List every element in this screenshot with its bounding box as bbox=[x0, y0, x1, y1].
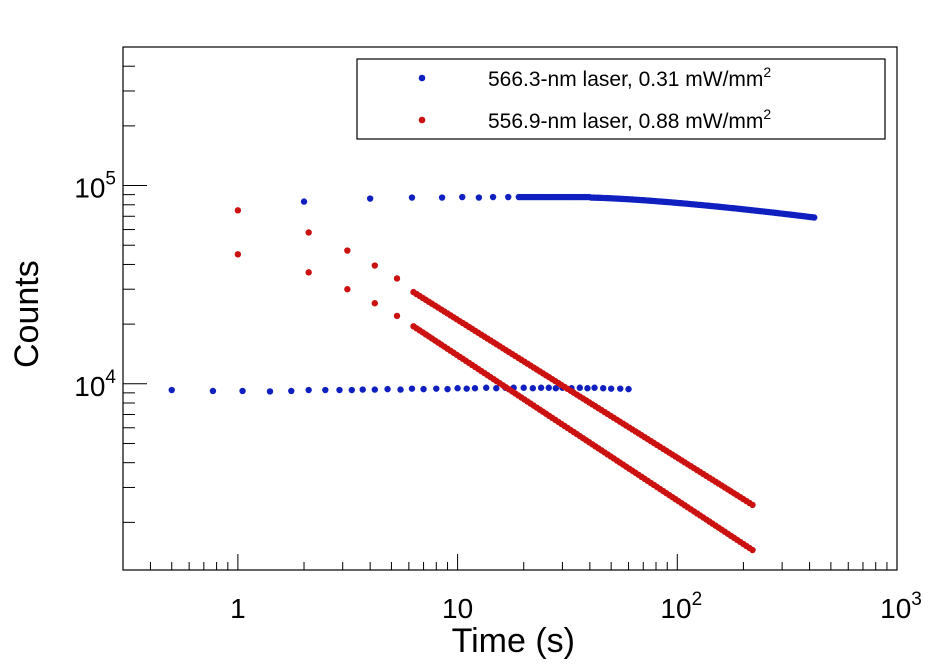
data-point-series-1 bbox=[600, 385, 607, 392]
data-point-series-2 bbox=[371, 300, 379, 307]
data-point-series-1 bbox=[239, 387, 246, 395]
data-point-series-1 bbox=[168, 386, 175, 394]
legend-marker-series-1 bbox=[418, 74, 426, 82]
y-axis-ticks bbox=[123, 46, 147, 523]
data-point-series-1 bbox=[489, 193, 497, 201]
data-point-series-1 bbox=[552, 385, 560, 392]
data-point-series-1 bbox=[591, 384, 598, 391]
data-point-series-1 bbox=[545, 384, 552, 391]
data-point-series-1 bbox=[454, 385, 461, 392]
data-point-series-1 bbox=[625, 385, 632, 393]
x-axis-title: Time (s) bbox=[452, 622, 575, 660]
x-axis-ticks bbox=[122, 554, 898, 570]
data-point-series-1 bbox=[408, 194, 416, 201]
data-point-series-2 bbox=[749, 501, 756, 509]
data-point-series-1 bbox=[463, 385, 470, 392]
legend: 566.3-nm laser, 0.31 mW/mm2 556.9-nm las… bbox=[356, 58, 886, 140]
x-tick-label: 1 bbox=[230, 593, 246, 624]
data-point-series-1 bbox=[397, 386, 404, 393]
y-tick-labels: 104 105 bbox=[74, 169, 116, 402]
data-point-series-1 bbox=[408, 385, 416, 392]
data-point-series-1 bbox=[617, 385, 624, 392]
x-tick-label: 103 bbox=[880, 589, 922, 624]
data-point-series-1 bbox=[336, 386, 343, 394]
data-point-series-2 bbox=[305, 269, 312, 276]
data-point-series-1 bbox=[607, 385, 615, 392]
legend-label-series-1: 566.3-nm laser, 0.31 mW/mm2 bbox=[488, 64, 771, 91]
data-point-series-1 bbox=[483, 384, 490, 391]
data-point-series-1 bbox=[459, 193, 466, 201]
data-point-series-1 bbox=[348, 386, 355, 394]
data-point-series-1 bbox=[209, 387, 217, 395]
data-point-series-2 bbox=[344, 247, 351, 254]
x-tick-label: 102 bbox=[660, 589, 702, 624]
data-point-series-1 bbox=[584, 385, 591, 392]
data-point-series-1 bbox=[420, 385, 427, 393]
y-tick-label: 105 bbox=[74, 169, 116, 204]
data-point-series-1 bbox=[520, 384, 527, 391]
x-tick-label: 10 bbox=[442, 593, 473, 624]
data-points bbox=[168, 193, 818, 554]
data-point-series-1 bbox=[384, 385, 391, 393]
data-point-series-2 bbox=[393, 275, 401, 282]
data-point-series-1 bbox=[288, 387, 295, 395]
data-point-series-1 bbox=[493, 385, 500, 392]
data-point-series-1 bbox=[300, 198, 308, 205]
data-point-series-2 bbox=[749, 546, 756, 554]
legend-label-series-2: 556.9-nm laser, 0.88 mW/mm2 bbox=[488, 106, 771, 133]
legend-marker-series-2 bbox=[418, 116, 426, 124]
data-point-series-1 bbox=[505, 193, 512, 201]
legend-box bbox=[356, 58, 886, 140]
data-point-series-1 bbox=[471, 385, 479, 392]
data-point-series-1 bbox=[529, 385, 537, 392]
data-point-series-1 bbox=[322, 386, 329, 394]
data-point-series-1 bbox=[537, 384, 545, 391]
data-point-series-1 bbox=[444, 385, 451, 393]
data-point-series-2 bbox=[234, 207, 242, 214]
data-point-series-2 bbox=[234, 251, 242, 258]
data-point-series-1 bbox=[438, 194, 446, 201]
data-point-series-1 bbox=[305, 386, 312, 394]
data-point-series-2 bbox=[393, 312, 401, 320]
y-tick-label: 104 bbox=[74, 367, 116, 402]
data-point-series-2 bbox=[305, 229, 312, 236]
data-point-series-2 bbox=[371, 262, 379, 269]
data-point-series-1 bbox=[475, 194, 483, 201]
data-point-series-1 bbox=[433, 385, 440, 392]
data-point-series-1 bbox=[811, 214, 818, 221]
data-point-series-1 bbox=[371, 386, 379, 393]
data-point-series-2 bbox=[344, 286, 351, 293]
x-tick-labels: 1 10 102 103 bbox=[230, 589, 922, 624]
data-point-series-1 bbox=[576, 384, 584, 391]
data-point-series-1 bbox=[366, 195, 374, 202]
data-point-series-1 bbox=[359, 386, 366, 393]
plot-frame bbox=[122, 46, 898, 571]
data-point-series-1 bbox=[266, 388, 274, 395]
y-axis-title: Counts bbox=[8, 260, 46, 368]
